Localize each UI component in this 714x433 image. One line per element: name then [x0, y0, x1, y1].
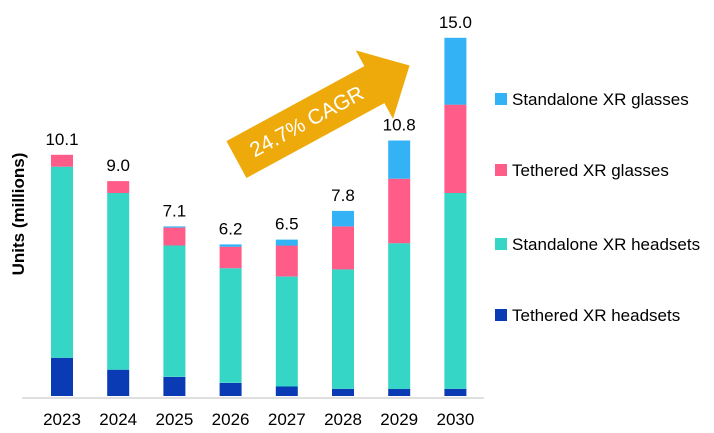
bar-segment-2027-standalone-xr-headsets [275, 276, 298, 387]
x-tick-labels: 2023 2024 2025 2026 2027 2028 2029 2030 [43, 410, 474, 429]
bar-segment-2028-tethered-xr-glasses [332, 226, 354, 270]
bar-segment-2027-standalone-xr-glasses [275, 239, 298, 246]
legend: Standalone XR glasses Tethered XR glasses… [495, 90, 700, 325]
bar-segment-2030-tethered-xr-headsets [444, 388, 467, 396]
bar-segment-2026-standalone-xr-glasses [219, 244, 242, 247]
bar-segment-2024-standalone-xr-headsets [107, 193, 130, 370]
legend-swatch-standalone-xr-headsets [495, 238, 507, 250]
legend-label-tethered-xr-glasses: Tethered XR glasses [512, 161, 669, 180]
total-label-2030: 15.0 [439, 13, 472, 32]
bar-segment-2027-tethered-xr-headsets [275, 386, 298, 396]
bar-segment-2023-standalone-xr-headsets [51, 166, 73, 358]
bar-segment-2023-tethered-xr-headsets [51, 357, 73, 396]
total-label-2028: 7.8 [331, 186, 355, 205]
bars-layer [51, 37, 467, 396]
total-label-2027: 6.5 [275, 215, 299, 234]
x-tick-label-2029: 2029 [380, 410, 418, 429]
bar-segment-2028-standalone-xr-headsets [332, 269, 354, 389]
total-label-2024: 9.0 [106, 156, 130, 175]
legend-swatch-tethered-xr-glasses [495, 164, 507, 176]
bar-segment-2024-tethered-xr-glasses [107, 181, 130, 193]
bar-segment-2025-standalone-xr-glasses [163, 226, 186, 228]
x-tick-label-2028: 2028 [324, 410, 362, 429]
y-axis-label: Units (millions) [9, 153, 28, 276]
total-label-2025: 7.1 [163, 201, 187, 220]
total-label-2026: 6.2 [219, 219, 243, 238]
bar-segment-2026-standalone-xr-headsets [219, 268, 242, 383]
total-labels: 10.1 9.0 7.1 6.2 6.5 7.8 10.8 15.0 [45, 13, 471, 239]
legend-label-tethered-xr-headsets: Tethered XR headsets [512, 306, 680, 325]
bar-segment-2026-tethered-xr-headsets [219, 382, 242, 396]
bar-segment-2029-tethered-xr-headsets [388, 388, 411, 396]
x-tick-label-2025: 2025 [155, 410, 193, 429]
bar-segment-2030-standalone-xr-glasses [444, 37, 467, 105]
legend-swatch-tethered-xr-headsets [495, 309, 507, 321]
total-label-2029: 10.8 [383, 116, 416, 135]
x-tick-label-2024: 2024 [99, 410, 137, 429]
bar-segment-2029-tethered-xr-glasses [388, 178, 411, 244]
bar-segment-2026-tethered-xr-glasses [219, 246, 242, 269]
bar-segment-2028-tethered-xr-headsets [332, 388, 354, 396]
x-tick-label-2023: 2023 [43, 410, 81, 429]
x-tick-label-2027: 2027 [268, 410, 306, 429]
total-label-2023: 10.1 [45, 130, 78, 149]
bar-segment-2025-tethered-xr-glasses [163, 227, 186, 246]
legend-label-standalone-xr-glasses: Standalone XR glasses [512, 90, 689, 109]
bar-segment-2025-tethered-xr-headsets [163, 376, 186, 396]
bar-segment-2030-tethered-xr-glasses [444, 104, 467, 193]
x-tick-label-2026: 2026 [212, 410, 250, 429]
bar-segment-2029-standalone-xr-glasses [388, 140, 411, 179]
legend-label-standalone-xr-headsets: Standalone XR headsets [512, 235, 700, 254]
bar-segment-2027-tethered-xr-glasses [275, 245, 298, 277]
bar-segment-2030-standalone-xr-headsets [444, 193, 467, 389]
bar-segment-2025-standalone-xr-headsets [163, 245, 186, 377]
cagr-arrow-shape [226, 50, 410, 178]
bar-segment-2024-tethered-xr-headsets [107, 369, 130, 396]
bar-segment-2023-tethered-xr-glasses [51, 154, 73, 167]
bar-segment-2029-standalone-xr-headsets [388, 243, 411, 389]
legend-swatch-standalone-xr-glasses [495, 93, 507, 105]
x-tick-label-2030: 2030 [436, 410, 474, 429]
bar-segment-2028-standalone-xr-glasses [332, 210, 354, 227]
